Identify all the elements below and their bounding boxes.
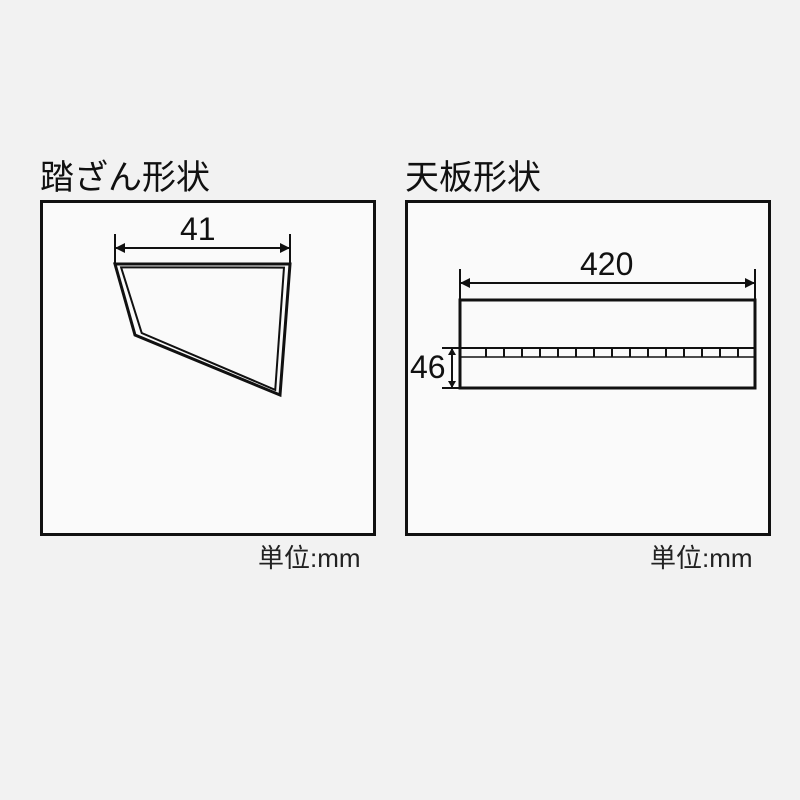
right-drawing: 420 46 xyxy=(0,0,800,800)
diagram-canvas: 踏ざん形状 41 単位:mm 天板形状 42046 単位:mm xyxy=(0,0,800,800)
right-height-value: 46 xyxy=(410,349,446,385)
right-unit-label: 単位:mm xyxy=(650,538,753,575)
right-width-value: 420 xyxy=(580,246,633,282)
